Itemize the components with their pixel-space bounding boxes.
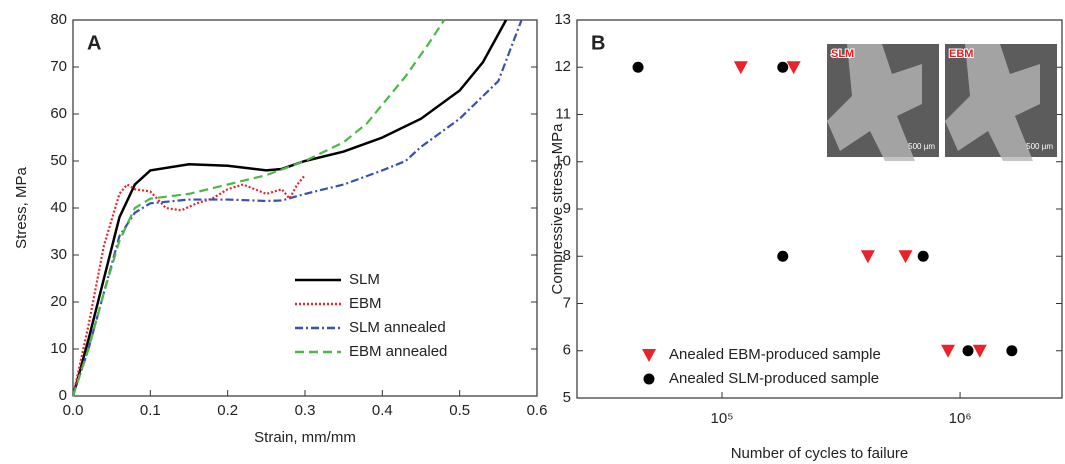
- y-tick-label: 10: [50, 340, 67, 357]
- inset-scale: 500 µm: [908, 142, 935, 151]
- series-line: [71, 19, 523, 397]
- inset-struct: [827, 44, 922, 161]
- point: [898, 250, 913, 264]
- point: [786, 61, 801, 75]
- y-tick-label: 7: [563, 294, 571, 311]
- y-tick-label: 6: [563, 342, 571, 359]
- y-tick-label: 13: [554, 11, 571, 28]
- x-tick-label: 0.4: [372, 402, 393, 419]
- y-tick-label: 5: [563, 389, 571, 406]
- y-tick-label: 70: [50, 58, 67, 75]
- panel-label: B: [591, 32, 605, 54]
- x-tick-label: 10⁵: [711, 410, 734, 427]
- y-tick-label: 12: [554, 58, 571, 75]
- x-tick-label: 0.5: [449, 402, 470, 419]
- point: [972, 344, 987, 358]
- inset-scale: 500 µm: [1026, 142, 1053, 151]
- y-axis-label: Compressive stress, MPa: [549, 123, 566, 295]
- inset-image: SLM 500 µm: [827, 44, 939, 161]
- y-tick-label: 20: [50, 293, 67, 310]
- point: [962, 345, 974, 357]
- x-tick-label: 0.3: [295, 402, 316, 419]
- series-line: [71, 19, 508, 397]
- series-line: [71, 19, 446, 397]
- point: [860, 250, 875, 264]
- inset-struct: [945, 44, 1040, 161]
- y-tick-label: 9: [563, 200, 571, 217]
- y-tick-label: 11: [555, 105, 571, 122]
- y-tick-label: 8: [563, 247, 571, 264]
- y-tick-label: 40: [50, 199, 67, 216]
- inset-label: SLM: [831, 48, 854, 60]
- x-axis-label: Number of cycles to failure: [731, 445, 909, 462]
- legend-label: EBM annealed: [349, 343, 447, 360]
- y-tick-label: 30: [50, 246, 67, 263]
- inset-label: EBM: [949, 48, 973, 60]
- y-tick-label: 80: [50, 11, 67, 28]
- y-tick-label: 10: [554, 153, 571, 170]
- panel-label: A: [87, 32, 101, 54]
- legend-label: SLM: [349, 271, 380, 288]
- point: [777, 61, 789, 73]
- y-tick-label: 60: [50, 105, 67, 122]
- series-line: [71, 174, 306, 397]
- x-tick-label: 0.1: [140, 402, 161, 419]
- x-axis-label: Strain, mm/mm: [254, 429, 356, 446]
- point: [1006, 345, 1018, 357]
- legend-label: Anealed SLM-produced sample: [669, 370, 879, 387]
- legend-marker: [642, 349, 656, 362]
- x-tick-label: 0.0: [63, 402, 84, 419]
- y-tick-label: 0: [59, 387, 67, 404]
- inset-image: EBM 500 µm: [945, 44, 1057, 161]
- x-tick-label: 10⁶: [949, 410, 972, 427]
- x-tick-label: 0.6: [527, 402, 548, 419]
- point: [917, 250, 929, 262]
- point: [777, 250, 789, 262]
- x-tick-label: 0.2: [217, 402, 238, 419]
- legend-marker: [643, 373, 655, 385]
- point: [733, 61, 748, 75]
- point: [632, 61, 644, 73]
- y-axis-label: Stress, MPa: [13, 166, 30, 248]
- legend-label: Anealed EBM-produced sample: [669, 346, 881, 363]
- legend-label: SLM annealed: [349, 319, 446, 336]
- point: [941, 344, 956, 358]
- legend-label: EBM: [349, 295, 382, 312]
- y-tick-label: 50: [50, 152, 67, 169]
